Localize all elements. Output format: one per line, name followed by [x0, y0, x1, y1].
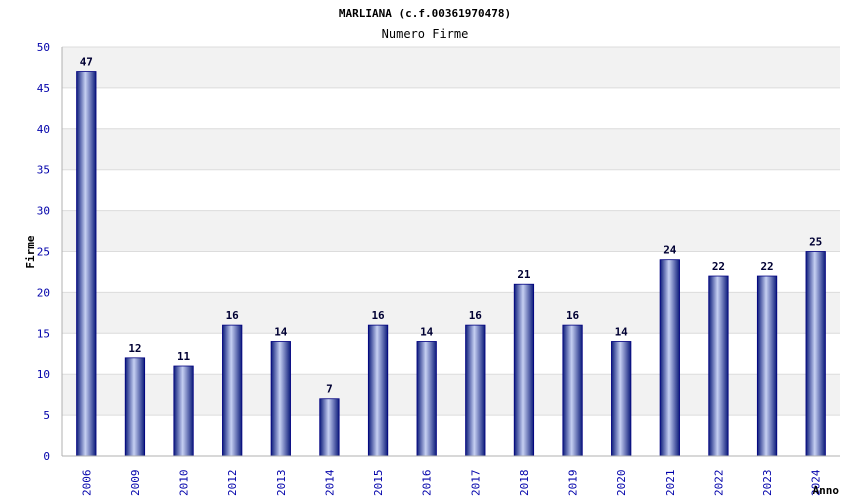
value-label-2021: 24 — [663, 244, 677, 257]
bar-2009 — [124, 357, 146, 457]
bars — [76, 71, 826, 457]
x-tick-label-2012: 2012 — [226, 470, 239, 497]
value-label-2018: 21 — [517, 268, 531, 281]
y-tick-label: 35 — [37, 164, 50, 177]
value-label-2019: 16 — [566, 309, 580, 322]
chart-title: MARLIANA (c.f.00361970478) — [339, 7, 511, 20]
x-tick-label-2016: 2016 — [421, 470, 434, 497]
grid-band — [62, 128, 840, 170]
value-labels: 47 12 11 16 14 7 16 14 16 21 16 14 24 22 22 25 — [80, 56, 823, 396]
grid-band — [62, 210, 840, 252]
bar-2013 — [270, 341, 291, 457]
x-tick-label-2018: 2018 — [518, 470, 531, 497]
x-tick-label-2022: 2022 — [712, 470, 725, 497]
value-label-2020: 14 — [615, 325, 629, 338]
y-tick-label: 50 — [37, 41, 50, 54]
x-tick-label-2024: 2024 — [810, 469, 823, 496]
y-axis-label: Firme — [24, 235, 37, 268]
bar-2010 — [173, 365, 194, 457]
value-label-2023: 22 — [760, 260, 773, 273]
value-label-2022: 22 — [712, 260, 725, 273]
bar-2023 — [756, 275, 778, 457]
bar-2012 — [222, 324, 243, 457]
x-tick-label-2023: 2023 — [761, 470, 774, 497]
x-tick-label-2009: 2009 — [129, 470, 142, 497]
bar-2017 — [465, 324, 486, 457]
value-label-2014: 7 — [326, 383, 333, 396]
y-tick-label: 45 — [37, 82, 50, 95]
value-label-2010: 11 — [177, 350, 191, 363]
bar-2018 — [513, 283, 535, 457]
x-axis-label: Anno — [813, 484, 840, 497]
value-label-2024: 25 — [809, 236, 822, 249]
x-tick-label-2017: 2017 — [469, 470, 482, 497]
y-tick-label: 0 — [43, 450, 50, 463]
x-tick-label-2015: 2015 — [372, 470, 385, 497]
bar-2022 — [708, 275, 729, 457]
bar-2014 — [319, 398, 340, 457]
x-tick-label-2013: 2013 — [275, 470, 288, 497]
bar-2006 — [76, 71, 97, 457]
x-tick-label-2010: 2010 — [178, 470, 191, 497]
bar-2021 — [659, 259, 680, 457]
y-tick-label: 25 — [37, 246, 50, 259]
bar-2024 — [805, 251, 826, 457]
bar-2016 — [416, 341, 437, 457]
bar-2015 — [367, 324, 389, 457]
x-tick-label-2019: 2019 — [567, 470, 580, 497]
value-label-2016: 14 — [420, 325, 434, 338]
x-axis-ticks: 2006 2009 2010 2012 2013 2014 2015 2016 2017 2018… — [80, 469, 822, 496]
chart-subtitle: Numero Firme — [382, 27, 469, 41]
value-label-2006: 47 — [80, 56, 93, 69]
y-tick-label: 10 — [37, 368, 50, 381]
y-tick-label: 40 — [37, 123, 50, 136]
value-label-2012: 16 — [226, 309, 240, 322]
x-tick-label-2021: 2021 — [664, 470, 677, 497]
bar-2019 — [562, 324, 583, 457]
bar-2020 — [611, 341, 632, 457]
value-label-2017: 16 — [469, 309, 483, 322]
x-tick-label-2006: 2006 — [80, 470, 93, 497]
y-tick-label: 5 — [43, 409, 50, 422]
grid-band — [62, 47, 840, 88]
x-tick-label-2020: 2020 — [615, 470, 628, 497]
value-label-2015: 16 — [371, 309, 385, 322]
y-tick-label: 15 — [37, 327, 50, 340]
x-tick-label-2014: 2014 — [323, 469, 336, 496]
value-label-2009: 12 — [128, 342, 141, 355]
y-axis-ticks: 0 5 10 15 20 25 30 35 40 45 50 — [37, 41, 50, 463]
y-tick-label: 30 — [37, 205, 50, 218]
y-tick-label: 20 — [37, 286, 50, 299]
value-label-2013: 14 — [274, 325, 288, 338]
grid-lines — [62, 46, 840, 457]
